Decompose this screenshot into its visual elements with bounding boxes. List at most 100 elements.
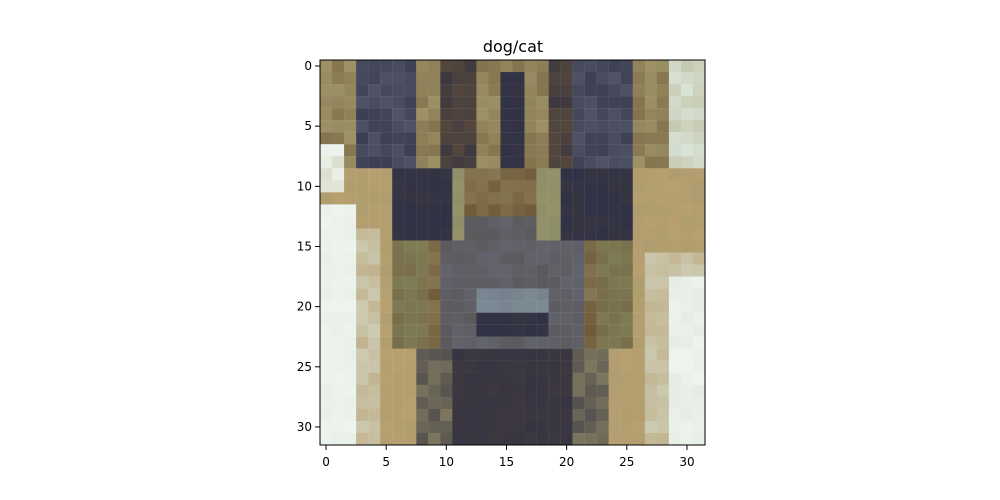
image-pixel [644, 396, 658, 410]
image-pixel [536, 156, 549, 169]
image-pixel [608, 144, 621, 157]
image-pixel [644, 132, 658, 145]
image-pixel [500, 348, 513, 361]
y-tick-label: 5 [304, 119, 312, 133]
image-pixel [356, 372, 369, 385]
image-pixel [572, 264, 585, 277]
image-pixel [680, 180, 694, 193]
image-pixel [620, 276, 633, 289]
image-pixel [584, 384, 597, 398]
image-pixel [620, 84, 633, 97]
image-pixel [512, 336, 525, 349]
image-pixel [608, 348, 621, 361]
image-pixel [656, 432, 670, 446]
image-pixel [428, 168, 441, 181]
image-pixel [356, 144, 369, 157]
image-pixel [596, 372, 609, 385]
image-pixel [452, 252, 465, 265]
image-pixel [656, 276, 670, 289]
image-pixel [620, 396, 633, 410]
image-pixel [524, 312, 537, 325]
image-pixel [692, 408, 706, 422]
image-pixel [644, 228, 658, 241]
image-pixel [656, 252, 670, 265]
image-pixel [632, 204, 645, 217]
image-pixel [596, 84, 609, 97]
image-pixel [404, 156, 417, 169]
image-pixel [332, 396, 345, 410]
image-pixel [452, 84, 465, 97]
image-pixel [560, 336, 573, 349]
image-pixel [392, 288, 405, 301]
image-pixel [416, 288, 429, 301]
image-pixel [596, 288, 609, 301]
image-pixel [608, 312, 621, 325]
image-pixel [584, 252, 597, 265]
image-pixel [584, 96, 597, 109]
image-pixel [344, 384, 357, 398]
image-pixel [500, 420, 513, 434]
image-pixel [464, 252, 477, 265]
image-pixel [380, 288, 393, 301]
image-pixel [692, 432, 706, 446]
image-pixel [512, 384, 525, 398]
image-pixel [692, 168, 706, 181]
image-pixel [536, 288, 549, 301]
image-pixel [428, 300, 441, 313]
image-pixel [644, 384, 658, 398]
image-pixel [428, 288, 441, 301]
image-pixel [320, 84, 333, 97]
image-pixel [368, 396, 381, 410]
image-pixel [404, 192, 417, 205]
image-pixel [668, 300, 682, 313]
image-pixel [596, 360, 609, 373]
image-pixel [380, 432, 393, 446]
image-pixel [524, 192, 537, 205]
image-pixel [512, 252, 525, 265]
image-pixel [332, 384, 345, 398]
image-pixel [464, 360, 477, 373]
image-pixel [344, 192, 357, 205]
image-pixel [608, 156, 621, 169]
image-pixel [584, 324, 597, 337]
image-pixel [596, 60, 609, 73]
image-pixel [320, 96, 333, 109]
image-pixel [620, 192, 633, 205]
image-pixel [428, 276, 441, 289]
image-pixel [608, 204, 621, 217]
image-pixel [632, 192, 645, 205]
image-pixel [488, 408, 501, 422]
image-pixel [680, 168, 694, 181]
image-pixel [524, 240, 537, 253]
image-pixel [500, 312, 513, 325]
image-pixel [644, 72, 658, 85]
image-pixel [512, 180, 525, 193]
image-pixel [476, 396, 489, 410]
image-pixel [608, 372, 621, 385]
image-pixel [356, 360, 369, 373]
image-pixel [500, 204, 513, 217]
image-pixel [428, 264, 441, 277]
image-pixel [668, 228, 682, 241]
image-pixel [404, 336, 417, 349]
x-tick-label: 25 [619, 455, 634, 469]
image-pixel [656, 72, 670, 85]
image-pixel [584, 84, 597, 97]
image-pixel [380, 360, 393, 373]
image-pixel [464, 300, 477, 313]
image-pixel [488, 132, 501, 145]
image-pixel [356, 72, 369, 85]
image-pixel [416, 348, 429, 361]
image-pixel [560, 324, 573, 337]
image-pixel [548, 276, 561, 289]
image-pixel [464, 120, 477, 133]
image-pixel [560, 432, 573, 446]
image-pixel [332, 348, 345, 361]
image-pixel [440, 72, 453, 85]
image-pixel [380, 264, 393, 277]
image-pixel [584, 192, 597, 205]
image-pixel [596, 156, 609, 169]
image-pixel [620, 288, 633, 301]
image-pixel [428, 120, 441, 133]
image-pixel [560, 240, 573, 253]
